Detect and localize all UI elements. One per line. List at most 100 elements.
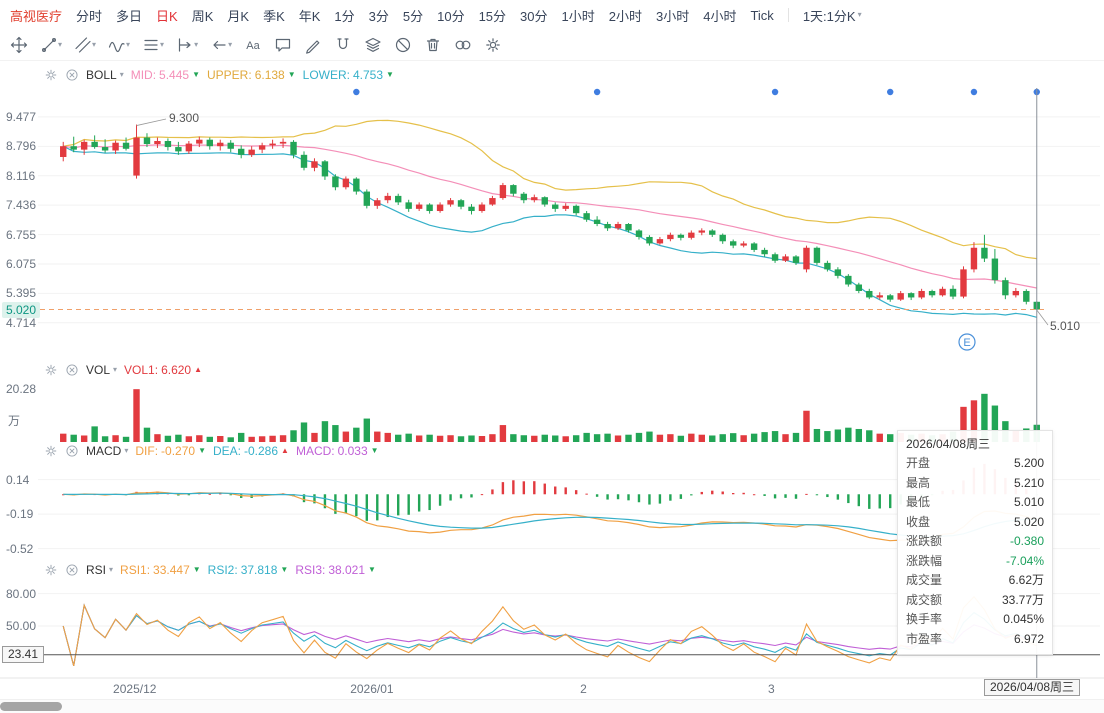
trendline-tool[interactable]: ▾: [38, 35, 64, 55]
tab-月K[interactable]: 月K: [227, 8, 250, 24]
tab-Tick[interactable]: Tick: [750, 7, 774, 23]
interval-dropdown-label: 1天:1分K: [802, 8, 856, 24]
hide-drawings-tool[interactable]: [392, 35, 414, 55]
tab-10分[interactable]: 10分: [437, 8, 465, 24]
channel-tool[interactable]: ▾: [72, 35, 98, 55]
indicator-param[interactable]: MACD: 0.033 ▼: [295, 444, 379, 458]
indicator-param[interactable]: RSI3: 38.021 ▼: [295, 563, 376, 577]
indicator-param[interactable]: UPPER: 6.138 ▼: [207, 68, 296, 82]
layers-tool[interactable]: [362, 35, 384, 55]
macd-axis-label: -0.52: [6, 541, 34, 556]
pencil-tool[interactable]: [302, 35, 324, 55]
tab-分时[interactable]: 分时: [76, 8, 103, 24]
volume-unit-label: 万: [8, 414, 21, 428]
interval-toolbar: 高视医疗 分时 多日 日K 周K 月K 季K 年K 1分 3分 5分 10分 15分 30分 1小时 2小时…: [0, 0, 1104, 32]
tooltip-row: 收盘 5.020: [906, 514, 1044, 529]
scrollbar-thumb[interactable]: [0, 702, 62, 711]
tooltip-row: 开盘 5.200: [906, 456, 1044, 470]
indicator-param[interactable]: DEA: -0.286 ▲: [212, 444, 289, 458]
price-axis-label: 5.395: [6, 286, 37, 301]
interval-tabs: 分时 多日 日K 周K 月K 季K 年K 1分 3分 5分 10分 15分 30分 1小时 2小时 3小时 4小…: [76, 6, 774, 32]
rsi-axis-label: 80.00: [6, 586, 37, 601]
interval-dropdown[interactable]: 1天:1分K ▾: [803, 6, 862, 25]
boll-lines: [62, 119, 1037, 318]
indicator-settings-icon[interactable]: [44, 444, 58, 458]
chevron-down-icon: ▾: [194, 40, 199, 49]
drawing-settings-tool[interactable]: [482, 35, 504, 55]
back-arrow-tool[interactable]: ▾: [208, 35, 234, 55]
tab-30分[interactable]: 30分: [520, 8, 548, 24]
chevron-down-icon: ▾: [857, 10, 862, 19]
fib-retracement-tool[interactable]: ▾: [140, 35, 166, 55]
event-dot[interactable]: [353, 88, 360, 96]
crosshair-date-label: 2026/04/08周三: [984, 679, 1081, 696]
indicator-param[interactable]: RSI1: 33.447 ▼: [120, 563, 201, 577]
event-dot[interactable]: [771, 88, 779, 96]
tab-多日[interactable]: 多日: [116, 8, 143, 24]
chevron-down-icon: ▾: [113, 365, 118, 374]
measure-tool[interactable]: ▾: [174, 35, 200, 55]
tab-1分[interactable]: 1分: [334, 8, 355, 24]
indicator-name[interactable]: VOL ▾: [86, 363, 118, 377]
tab-年K[interactable]: 年K: [298, 8, 321, 24]
price-axis-label: 6.755: [6, 227, 37, 242]
volume-bars[interactable]: [60, 389, 1040, 442]
tab-3小时[interactable]: 3小时: [655, 8, 690, 24]
event-badge-circle[interactable]: [958, 333, 976, 351]
chevron-down-icon: ▾: [126, 40, 131, 49]
delete-drawings-tool[interactable]: [422, 35, 444, 55]
event-dot[interactable]: [887, 88, 894, 96]
comment-tool[interactable]: [272, 35, 294, 55]
crosshair-y-label: 23.41: [2, 645, 45, 663]
high-price-annotation: 9.300: [169, 111, 199, 125]
tab-3分[interactable]: 3分: [368, 8, 389, 24]
magnet-tool[interactable]: [332, 35, 354, 55]
macd-indicator-header: MACD ▾ DIF: -0.270 ▼ DEA: -0.286 ▲ MACD: 0.033 ▼: [44, 442, 379, 460]
timeline-scrollbar[interactable]: [0, 699, 1104, 713]
indicator-close-icon[interactable]: [65, 563, 79, 577]
tab-5分[interactable]: 5分: [402, 8, 424, 24]
tab-2小时[interactable]: 2小时: [608, 8, 642, 24]
stock-symbol[interactable]: 高视医疗: [10, 8, 63, 24]
tab-4小时[interactable]: 4小时: [703, 8, 737, 24]
event-dot[interactable]: [593, 88, 601, 96]
chevron-down-icon: ▾: [119, 70, 124, 79]
wave-tool[interactable]: ▾: [106, 35, 132, 55]
indicator-param[interactable]: RSI2: 37.818 ▼: [207, 563, 289, 577]
indicator-param[interactable]: MID: 5.445 ▼: [130, 68, 200, 82]
link-charts-tool[interactable]: [452, 35, 474, 55]
indicator-param[interactable]: LOWER: 4.753 ▼: [302, 68, 394, 82]
tooltip-row: 成交额 33.77万: [906, 592, 1044, 607]
boll-indicator-header: BOLL ▾ MID: 5.445 ▼ UPPER: 6.138 ▼ LOWER: 4.753 ▼: [44, 66, 394, 84]
candlestick-series[interactable]: [60, 124, 1040, 310]
indicator-close-icon[interactable]: [65, 363, 79, 377]
price-axis-label: 9.477: [6, 109, 37, 124]
indicator-close-icon[interactable]: [65, 68, 79, 82]
macd-series: [62, 463, 1038, 542]
indicator-name[interactable]: RSI ▾: [86, 563, 114, 577]
indicator-name[interactable]: MACD ▾: [86, 444, 129, 458]
indicator-close-icon[interactable]: [65, 444, 79, 458]
tab-15分[interactable]: 15分: [478, 8, 507, 24]
x-axis-tick: 3: [768, 682, 775, 696]
price-axis-label: 6.075: [6, 256, 37, 271]
event-dot[interactable]: [970, 88, 978, 96]
macd-axis-label: -0.19: [6, 507, 34, 522]
price-axis-label: 4.714: [6, 315, 37, 330]
pan-tool[interactable]: [8, 35, 30, 55]
tab-1小时[interactable]: 1小时: [561, 8, 595, 24]
tooltip-row: 最高 5.210: [906, 475, 1044, 490]
indicator-param[interactable]: VOL1: 6.620 ▲: [124, 363, 203, 377]
indicator-settings-icon[interactable]: [44, 68, 58, 82]
drawing-toolbar: ▾ ▾ ▾ ▾ ▾ ▾ Aa: [0, 30, 1104, 61]
tab-周K[interactable]: 周K: [191, 8, 214, 24]
low-price-annotation: 5.010: [1050, 319, 1080, 333]
indicator-name[interactable]: BOLL ▾: [86, 68, 124, 82]
indicator-param[interactable]: DIF: -0.270 ▼: [135, 444, 206, 458]
indicator-settings-icon[interactable]: [44, 563, 58, 577]
tab-日K[interactable]: 日K: [156, 6, 178, 32]
text-tool[interactable]: Aa: [242, 35, 264, 55]
indicator-settings-icon[interactable]: [44, 363, 58, 377]
tab-季K[interactable]: 季K: [263, 8, 285, 24]
